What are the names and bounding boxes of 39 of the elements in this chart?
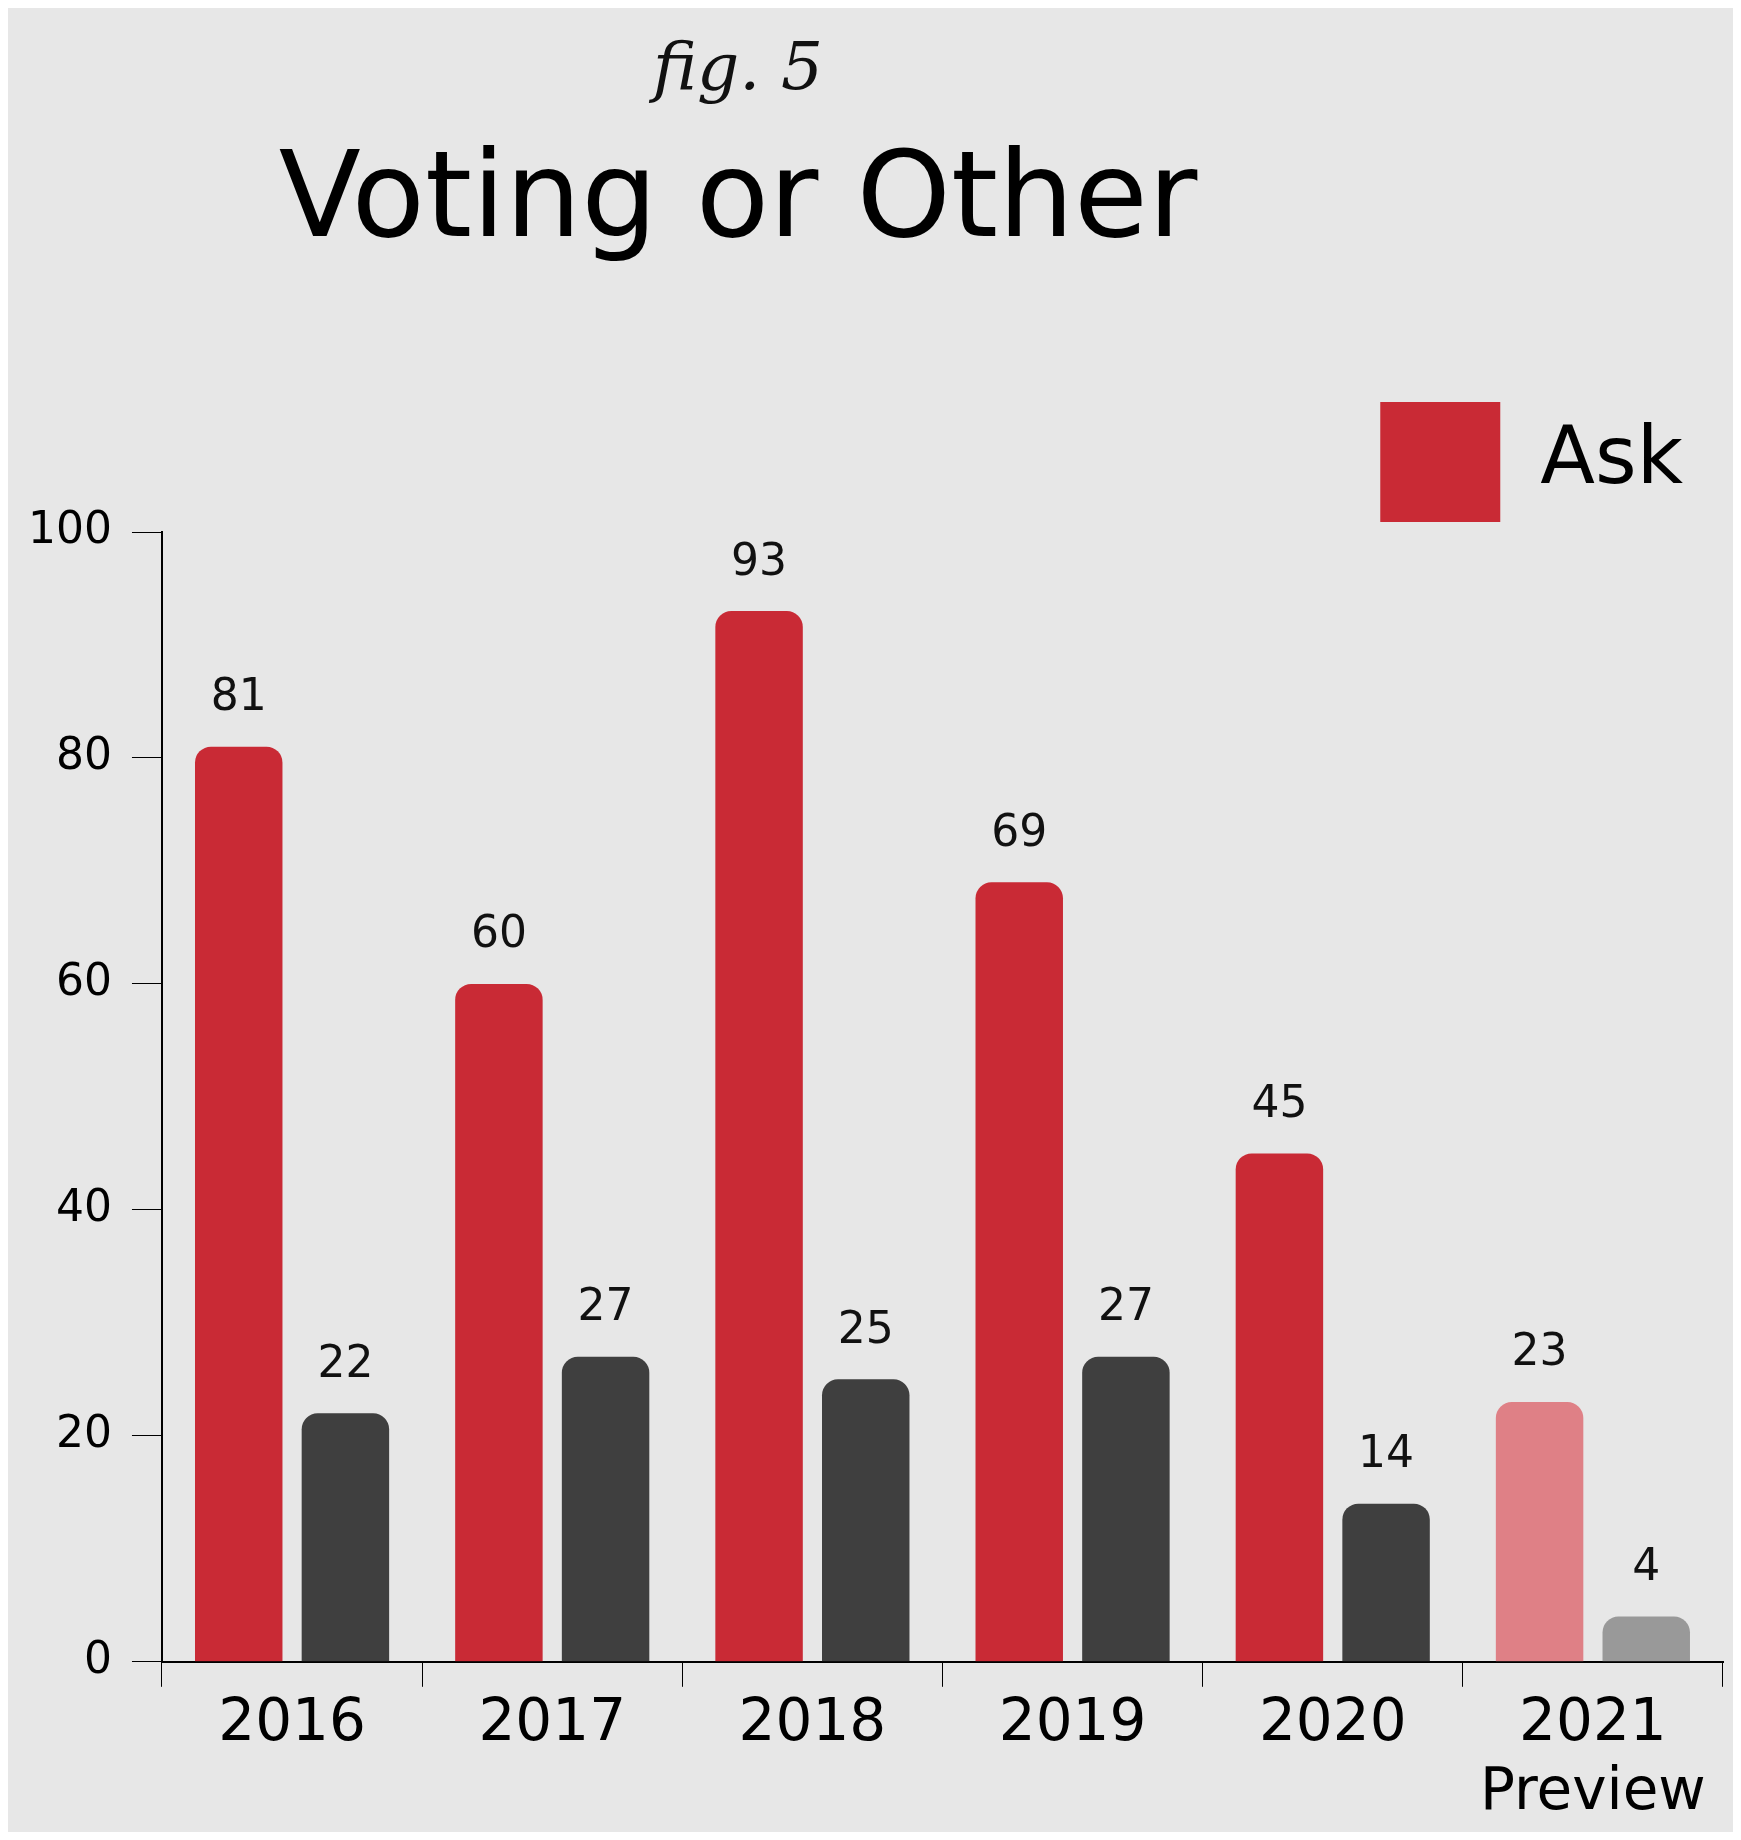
bar (1235, 1153, 1324, 1662)
bar (715, 611, 803, 1662)
x-tick-label: 2021 Preview (1480, 1685, 1706, 1824)
data-label: 14 (1358, 1426, 1415, 1478)
x-tick-label: 2016 (218, 1685, 366, 1754)
x-tick-label: 2020 (1258, 1685, 1407, 1754)
y-tick-label: 0 (83, 1632, 112, 1684)
x-tick-label: 2019 (998, 1685, 1147, 1754)
data-label: 69 (991, 804, 1048, 856)
y-tick-label: 20 (55, 1406, 112, 1458)
bar (195, 746, 283, 1662)
data-label: 45 (1251, 1075, 1308, 1127)
y-tick-label: 40 (55, 1180, 112, 1232)
data-label: 25 (837, 1301, 894, 1353)
bar (1082, 1356, 1170, 1662)
bar (455, 983, 543, 1662)
data-label: 22 (317, 1335, 374, 1387)
bar (301, 1413, 390, 1662)
y-tick-label: 80 (55, 728, 112, 780)
data-label: 4 (1632, 1539, 1661, 1591)
x-tick-label: 2018 (738, 1685, 887, 1754)
data-label: 81 (210, 669, 267, 721)
data-label: 60 (470, 906, 527, 958)
bar (1495, 1401, 1584, 1662)
bar (822, 1379, 910, 1662)
x-tick-label: 2017 (478, 1685, 627, 1754)
legend-label: Ask (1540, 408, 1684, 502)
bar (1342, 1503, 1430, 1662)
chart-subtitle: fig. 5 (648, 28, 825, 105)
data-label: 93 (731, 533, 788, 585)
data-label: 27 (577, 1279, 634, 1331)
data-label: 23 (1511, 1324, 1568, 1376)
chart-title: Voting or Other (277, 125, 1199, 264)
y-tick-label: 100 (28, 502, 112, 554)
bar (975, 882, 1063, 1662)
data-label: 27 (1097, 1279, 1154, 1331)
bar (1602, 1616, 1690, 1662)
bar (561, 1356, 650, 1662)
y-tick-label: 60 (55, 954, 112, 1006)
